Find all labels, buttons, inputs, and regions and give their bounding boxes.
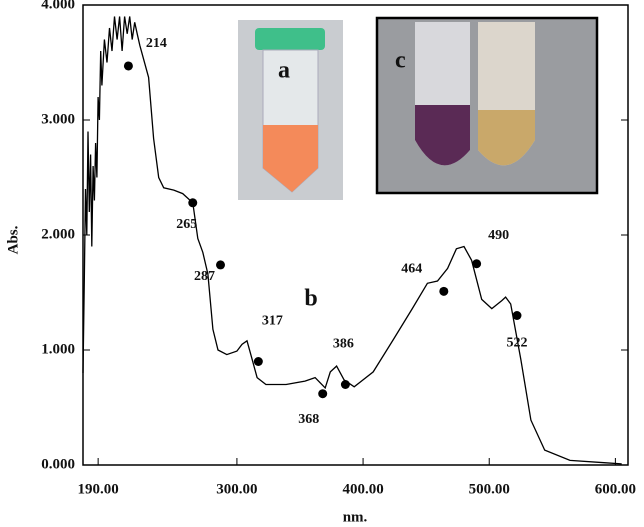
liquid-purple (415, 105, 470, 166)
peak-dot (188, 198, 198, 208)
y-tick-label: 3.000 (41, 111, 75, 127)
peak-label: 214 (146, 36, 167, 51)
y-tick-label: 4.000 (41, 0, 75, 12)
x-tick-label: 400.00 (342, 481, 383, 497)
panel-letter: b (304, 286, 317, 312)
y-tick-label: 2.000 (41, 226, 75, 242)
peak-dot (123, 61, 133, 71)
y-axis-label: Abs. (5, 225, 21, 254)
x-tick-label: 300.00 (216, 481, 257, 497)
tube-liquid (263, 125, 318, 192)
y-tick-label: 1.000 (41, 341, 75, 357)
x-tick-label: 600.00 (595, 481, 636, 497)
peak-label: 464 (401, 262, 422, 277)
peak-dot (318, 389, 328, 399)
peak-label: 368 (298, 412, 319, 427)
peak-dot (472, 259, 482, 269)
y-tick-label: 0.000 (41, 456, 75, 472)
peak-label: 317 (262, 314, 283, 329)
peak-dot (439, 286, 449, 296)
peak-label: 265 (176, 217, 197, 232)
inset-letter: a (278, 58, 290, 84)
inset-letter: c (395, 48, 406, 74)
peak-label: 490 (488, 228, 509, 243)
peak-label: 522 (506, 336, 527, 351)
inset-c: c (375, 16, 599, 195)
spectrum-line (82, 16, 622, 465)
x-tick-label: 500.00 (469, 481, 510, 497)
inset-a: a (238, 20, 343, 200)
peak-label: 386 (333, 337, 354, 352)
peak-dot (512, 311, 522, 320)
peak-dot (253, 357, 263, 366)
x-axis-label: nm. (343, 509, 368, 525)
x-tick-label: 190.00 (78, 481, 119, 497)
peak-dot (340, 380, 350, 389)
peak-label: 287 (194, 269, 215, 284)
peak-dot (216, 260, 226, 270)
liquid-yellow (478, 110, 535, 166)
tube-cap (255, 28, 325, 50)
